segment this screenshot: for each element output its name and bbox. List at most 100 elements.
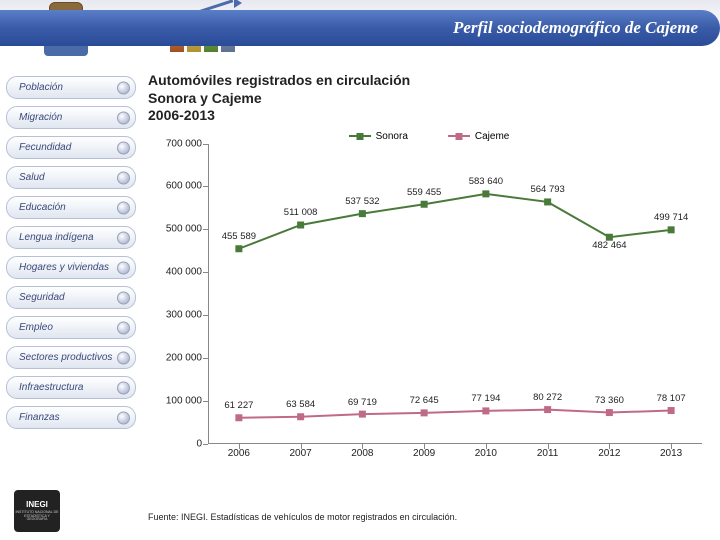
inegi-logo: INEGI INSTITUTO NACIONAL DE ESTADÍSTICA …: [14, 490, 60, 532]
data-label: 78 107: [657, 393, 686, 404]
sidebar-item-seguridad[interactable]: Seguridad: [6, 286, 136, 309]
legend-item-sonora: Sonora: [349, 131, 408, 142]
marker-icon: [544, 406, 551, 413]
data-label: 80 272: [533, 392, 562, 403]
y-tick-mark: [203, 144, 208, 145]
x-tick-mark: [671, 444, 672, 449]
chart-title-line1: Automóviles registrados en circulación: [148, 72, 410, 88]
data-label: 77 194: [471, 393, 500, 404]
x-tick-label: 2008: [332, 448, 394, 474]
page-title: Perfil sociodemográfico de Cajeme: [453, 18, 698, 38]
inegi-logo-subtitle: INSTITUTO NACIONAL DE ESTADÍSTICA Y GEOG…: [14, 511, 60, 522]
data-label: 482 464: [592, 240, 626, 251]
marker-icon: [668, 226, 675, 233]
y-tick-label: 600 000: [166, 181, 202, 192]
sidebar-item-sectores-productivos[interactable]: Sectores productivos: [6, 346, 136, 369]
y-tick-mark: [203, 272, 208, 273]
sidebar-item-label: Seguridad: [19, 292, 65, 303]
legend-label: Cajeme: [475, 131, 509, 142]
data-label: 63 584: [286, 399, 315, 410]
y-tick-mark: [203, 229, 208, 230]
inegi-logo-text: INEGI: [26, 500, 48, 509]
data-label: 564 793: [530, 184, 564, 195]
chart-title-line2: Sonora y Cajeme: [148, 90, 262, 106]
sidebar-item-label: Lengua indígena: [19, 232, 94, 243]
marker-icon: [606, 409, 613, 416]
data-label: 72 645: [410, 395, 439, 406]
sidebar-item-infraestructura[interactable]: Infraestructura: [6, 376, 136, 399]
marker-icon: [359, 410, 366, 417]
y-axis: 0100 000200 000300 000400 000500 000600 …: [148, 144, 206, 444]
data-label: 455 589: [222, 231, 256, 242]
data-label: 559 455: [407, 187, 441, 198]
y-tick-label: 200 000: [166, 352, 202, 363]
sidebar: Población Migración Fecundidad Salud Educaci…: [6, 76, 136, 429]
sidebar-item-label: Empleo: [19, 322, 53, 333]
sidebar-item-label: Finanzas: [19, 412, 60, 423]
y-tick-mark: [203, 401, 208, 402]
plot-region: 455 589 511 008 537 532 559 455 583 640 564 7…: [208, 144, 702, 444]
x-tick-mark: [362, 444, 363, 449]
data-label: 537 532: [345, 196, 379, 207]
sidebar-item-label: Educación: [19, 202, 66, 213]
marker-icon: [235, 414, 242, 421]
marker-icon: [235, 245, 242, 252]
data-label: 499 714: [654, 212, 688, 223]
marker-icon: [544, 198, 551, 205]
sidebar-item-label: Hogares y viviendas: [19, 262, 109, 273]
marker-icon: [421, 200, 428, 207]
sidebar-item-salud[interactable]: Salud: [6, 166, 136, 189]
x-tick-mark: [239, 444, 240, 449]
header: Perfil sociodemográfico de Cajeme: [0, 0, 720, 60]
y-tick-mark: [203, 444, 208, 445]
chart-area: 0 100 000 200 000 300 000 400 000 500 000 600 …: [148, 144, 710, 474]
x-tick-mark: [486, 444, 487, 449]
x-tick-mark: [609, 444, 610, 449]
chart-title-line3: 2006-2013: [148, 107, 215, 123]
chart-title: Automóviles registrados en circulación S…: [148, 72, 710, 125]
sidebar-item-label: Población: [19, 82, 63, 93]
y-tick-mark: [203, 315, 208, 316]
y-tick-label: 100 000: [166, 395, 202, 406]
y-tick-mark: [203, 358, 208, 359]
main-content: Automóviles registrados en circulación S…: [148, 72, 710, 500]
data-label: 69 719: [348, 397, 377, 408]
marker-icon: [421, 409, 428, 416]
sidebar-item-fecundidad[interactable]: Fecundidad: [6, 136, 136, 159]
y-tick-mark: [203, 186, 208, 187]
marker-icon: [668, 407, 675, 414]
y-tick-label: 300 000: [166, 309, 202, 320]
sidebar-item-finanzas[interactable]: Finanzas: [6, 406, 136, 429]
y-tick-label: 0: [196, 438, 202, 449]
y-tick-label: 500 000: [166, 224, 202, 235]
sidebar-item-label: Salud: [19, 172, 45, 183]
marker-icon: [359, 210, 366, 217]
sidebar-item-label: Sectores productivos: [19, 352, 112, 363]
x-tick-label: 2012: [579, 448, 641, 474]
data-label: 583 640: [469, 176, 503, 187]
data-label: 73 360: [595, 395, 624, 406]
x-tick-label: 2011: [517, 448, 579, 474]
sidebar-item-hogares-y-viviendas[interactable]: Hogares y viviendas: [6, 256, 136, 279]
y-tick-label: 400 000: [166, 267, 202, 278]
x-tick-mark: [301, 444, 302, 449]
sidebar-item-empleo[interactable]: Empleo: [6, 316, 136, 339]
sidebar-item-label: Migración: [19, 112, 62, 123]
legend-label: Sonora: [376, 131, 408, 142]
x-tick-label: 2010: [455, 448, 517, 474]
y-tick-label: 700 000: [166, 138, 202, 149]
header-bar: Perfil sociodemográfico de Cajeme: [0, 10, 720, 46]
sidebar-item-migración[interactable]: Migración: [6, 106, 136, 129]
x-tick-label: 2009: [393, 448, 455, 474]
marker-icon: [482, 190, 489, 197]
data-label: 511 008: [284, 207, 318, 218]
x-tick-mark: [548, 444, 549, 449]
sidebar-item-lengua-indígena[interactable]: Lengua indígena: [6, 226, 136, 249]
x-tick-label: 2013: [640, 448, 702, 474]
sidebar-item-población[interactable]: Población: [6, 76, 136, 99]
source-citation: Fuente: INEGI. Estadísticas de vehículos…: [148, 512, 457, 522]
marker-icon: [482, 407, 489, 414]
chart-lines: [208, 144, 702, 444]
sidebar-item-label: Infraestructura: [19, 382, 83, 393]
sidebar-item-educación[interactable]: Educación: [6, 196, 136, 219]
